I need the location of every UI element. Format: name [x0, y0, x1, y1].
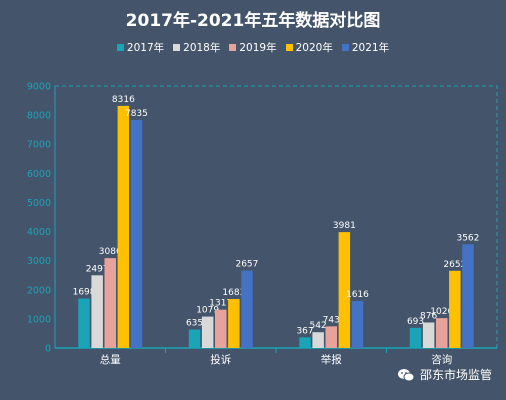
- y-tick-label: 9000: [27, 82, 51, 93]
- bar: [130, 119, 143, 348]
- bar: [422, 322, 435, 348]
- bar: [215, 309, 227, 348]
- data-label: 2497: [86, 264, 109, 274]
- bar: [91, 275, 103, 348]
- watermark: 邵东市场监管: [397, 366, 492, 383]
- bar: [299, 337, 311, 348]
- bar: [117, 105, 130, 348]
- data-label: 2657: [235, 260, 258, 270]
- y-tick-label: 5000: [27, 198, 51, 209]
- y-tick-label: 0: [45, 344, 51, 355]
- y-tick-label: 7000: [27, 140, 51, 151]
- y-tick-label: 8000: [27, 111, 51, 122]
- bar: [325, 326, 337, 348]
- legend-swatch-2021: [341, 44, 349, 51]
- x-tick-label: 咨询: [431, 353, 452, 366]
- y-tick-label: 4000: [27, 227, 51, 238]
- data-label: 7835: [125, 109, 148, 119]
- legend-item-2019: 2019年: [229, 40, 277, 55]
- data-label: 3562: [456, 233, 479, 243]
- data-label: 1616: [346, 290, 369, 300]
- data-label: 743: [323, 315, 340, 325]
- legend-label-2020: 2020年: [295, 42, 333, 54]
- legend-item-2020: 2020年: [285, 40, 333, 55]
- legend-swatch-2018: [173, 44, 181, 51]
- bar: [462, 244, 474, 348]
- data-label: 3086: [99, 247, 122, 257]
- bar: [436, 318, 448, 348]
- legend-swatch-2017: [116, 44, 124, 51]
- bar: [188, 329, 201, 348]
- data-label: 8316: [112, 95, 135, 105]
- chart-title: 2017年-2021年五年数据对比图: [125, 11, 381, 31]
- data-label: 2652: [443, 260, 466, 270]
- bar: [409, 327, 422, 348]
- x-tick-label: 投诉: [210, 353, 231, 366]
- y-tick-label: 6000: [27, 169, 51, 180]
- data-label: 542: [310, 321, 327, 331]
- data-label: 635: [186, 319, 203, 329]
- data-label: 3981: [333, 221, 356, 231]
- bar: [104, 258, 116, 348]
- data-label: 876: [420, 311, 437, 321]
- data-label: 1079: [196, 306, 219, 316]
- legend-item-2018: 2018年: [173, 40, 220, 55]
- y-tick-label: 3000: [27, 256, 51, 267]
- bar: [449, 270, 461, 348]
- bar: [241, 270, 253, 348]
- bar: [228, 299, 240, 348]
- bar: [312, 332, 324, 348]
- bar: [338, 232, 351, 348]
- y-tick-label: 1000: [27, 314, 51, 325]
- x-tick-label: 总量: [100, 353, 121, 366]
- watermark-text: 邵东市场监管: [419, 368, 492, 382]
- data-label: 693: [407, 317, 424, 327]
- data-label: 1698: [73, 288, 96, 298]
- legend-label-2018: 2018年: [183, 42, 221, 54]
- bar: [351, 300, 364, 348]
- legend-swatch-2020: [285, 44, 293, 51]
- bar: [201, 316, 214, 348]
- y-tick-label: 2000: [27, 285, 51, 296]
- data-label: 1317: [209, 299, 232, 309]
- legend-item-2021: 2021年: [341, 40, 390, 55]
- legend-swatch-2019: [229, 44, 237, 51]
- legend-label-2021: 2021年: [351, 42, 390, 54]
- bar: [78, 298, 90, 348]
- data-label: 367: [296, 326, 313, 336]
- x-tick-label: 举报: [321, 353, 342, 366]
- data-label: 1026: [430, 307, 453, 317]
- legend-label-2019: 2019年: [239, 42, 277, 54]
- legend-label-2017: 2017年: [126, 42, 165, 54]
- legend-item-2017: 2017年: [116, 40, 165, 55]
- wechat-icon: [397, 368, 415, 381]
- data-label: 1683: [222, 288, 245, 298]
- chart-legend: 2017年 2018年 2019年 2020年 2021年: [0, 40, 506, 55]
